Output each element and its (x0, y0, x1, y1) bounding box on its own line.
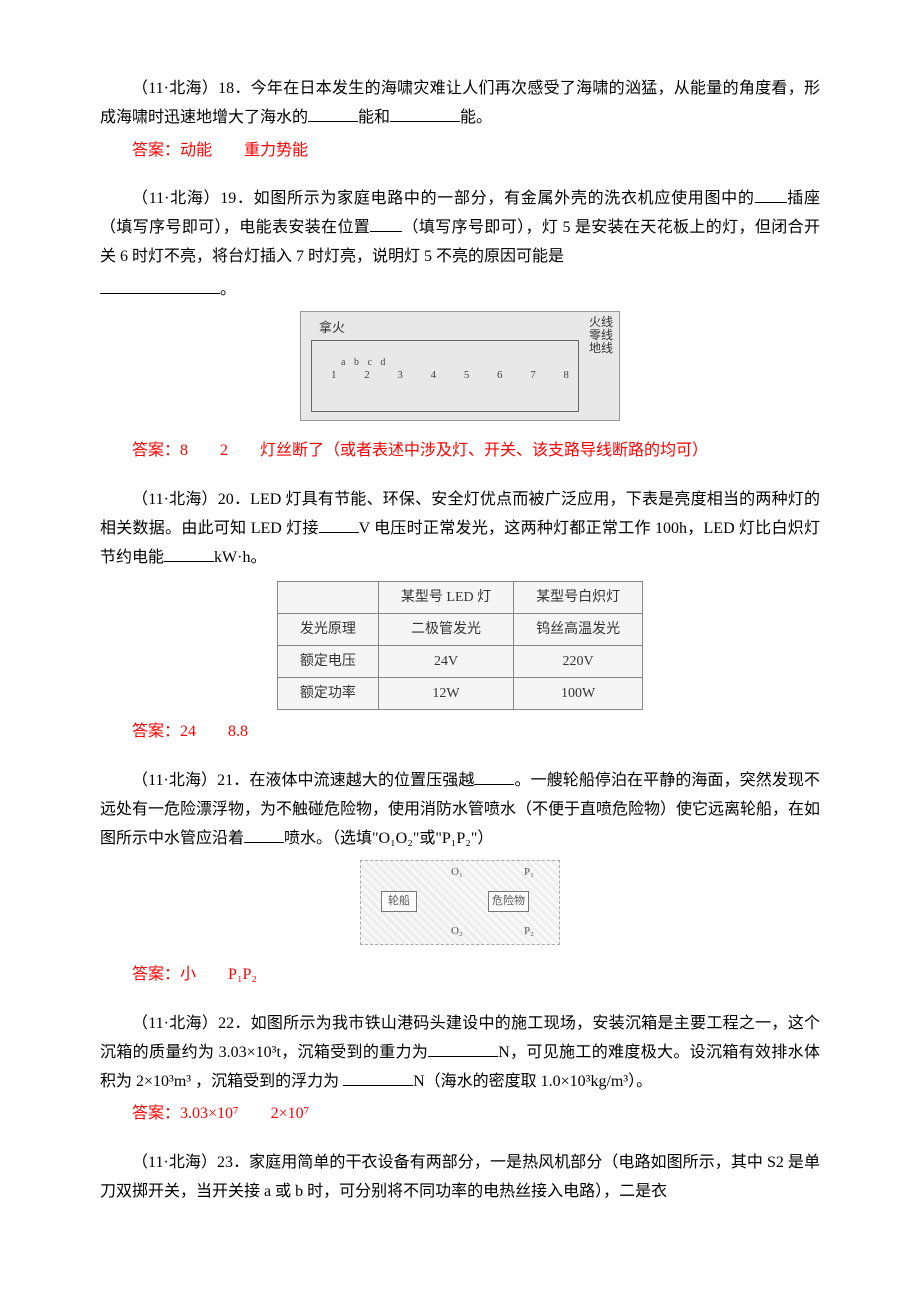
q18-prefix: （11·北海）18． (132, 80, 251, 97)
table-cell: 额定功率 (277, 678, 378, 710)
table-row: 发光原理 二极管发光 钨丝高温发光 (277, 613, 642, 645)
table-row: 额定功率 12W 100W (277, 678, 642, 710)
circuit-right-labels: 火线 零线 地线 (589, 316, 613, 356)
num: 4 (431, 366, 437, 386)
q20-text-c: kW·h。 (214, 549, 266, 566)
table-header (277, 581, 378, 613)
answer-label: 答案： (132, 966, 180, 983)
table-row: 某型号 LED 灯 某型号白炽灯 (277, 581, 642, 613)
table-row: 额定电压 24V 220V (277, 645, 642, 677)
q21-ans-2: P₁P₂ (228, 966, 257, 983)
q19-text-a: 如图所示为家庭电路中的一部分，有金属外壳的洗衣机应使用图中的 (254, 190, 755, 207)
wire-label: 地线 (589, 342, 613, 355)
q21-figure: O₁ P₁ 轮船 危险物 O₂ P₂ (100, 860, 820, 956)
q18-text-c: 能。 (460, 109, 492, 126)
table-cell: 220V (514, 645, 643, 677)
answer-label: 答案： (132, 142, 180, 159)
num: 7 (530, 366, 536, 386)
num: 6 (497, 366, 503, 386)
table-cell: 24V (378, 645, 513, 677)
answer-label: 答案： (132, 723, 180, 740)
table-cell: 100W (514, 678, 643, 710)
q19-ans-3: 灯丝断了（或者表述中涉及灯、开关、该支路导线断路的均可） (260, 442, 708, 459)
table-cell: 二极管发光 (378, 613, 513, 645)
blank (244, 825, 284, 843)
blank (308, 104, 358, 122)
q19-body: （11·北海）19．如图所示为家庭电路中的一部分，有金属外壳的洗衣机应使用图中的… (100, 185, 820, 271)
blank (370, 215, 402, 233)
q20-ans-2: 8.8 (228, 723, 248, 740)
q20-ans-1: 24 (180, 723, 196, 740)
q20-table: 某型号 LED 灯 某型号白炽灯 发光原理 二极管发光 钨丝高温发光 额定电压 … (277, 581, 643, 711)
label-danger: 危险物 (488, 891, 529, 913)
q23-body: （11·北海）23．家庭用简单的干衣设备有两部分，一是热风机部分（电路如图所示，… (100, 1149, 820, 1207)
table-header: 某型号白炽灯 (514, 581, 643, 613)
q18-ans-2: 重力势能 (244, 142, 308, 159)
q19-ans-1: 8 (180, 442, 188, 459)
blank (164, 544, 214, 562)
q21-ans-1: 小 (180, 966, 196, 983)
boat-diagram: O₁ P₁ 轮船 危险物 O₂ P₂ (360, 860, 560, 945)
q23-prefix: （11·北海）23． (132, 1154, 249, 1171)
num: 5 (464, 366, 470, 386)
num: 8 (563, 366, 569, 386)
wire-label: 零线 (589, 329, 613, 342)
label-p1: P₁ (524, 863, 534, 883)
q21-text-a: 在液体中流速越大的位置压强越 (249, 772, 474, 789)
blank (755, 186, 787, 204)
label-o1: O₁ (451, 863, 463, 883)
num: 3 (397, 366, 403, 386)
q21-body: （11·北海）21．在液体中流速越大的位置压强越。一艘轮船停泊在平静的海面，突然… (100, 767, 820, 853)
q22-answer: 答案：3.03×10⁷ 2×10⁷ (100, 1100, 820, 1129)
answer-label: 答案： (132, 1105, 180, 1122)
q19-text-d: 。 (220, 281, 236, 298)
q18-text-b: 能和 (358, 109, 390, 126)
blank (100, 276, 220, 294)
q22-prefix: （11·北海）22． (132, 1015, 251, 1032)
q21-answer: 答案：小 P₁P₂ (100, 961, 820, 990)
q18-body: （11·北海）18．今年在日本发生的海啸灾难让人们再次感受了海啸的汹猛，从能量的… (100, 75, 820, 133)
q20-body: （11·北海）20．LED 灯具有节能、环保、安全灯优点而被广泛应用，下表是亮度… (100, 486, 820, 572)
wire-label: 火线 (589, 316, 613, 329)
circuit-left-label: 拿火 (319, 316, 345, 339)
blank (390, 104, 460, 122)
q19-answer: 答案：8 2 灯丝断了（或者表述中涉及灯、开关、该支路导线断路的均可） (100, 437, 820, 466)
q18-ans-1: 动能 (180, 142, 212, 159)
answer-label: 答案： (132, 442, 180, 459)
label-p2: P₂ (524, 922, 534, 942)
blank (474, 768, 514, 786)
table-cell: 钨丝高温发光 (514, 613, 643, 645)
q22-text-c: N（海水的密度取 1.0×10³kg/m³）。 (413, 1073, 652, 1090)
table-cell: 额定电压 (277, 645, 378, 677)
blank (319, 515, 359, 533)
blank (428, 1039, 498, 1057)
q22-body: （11·北海）22．如图所示为我市铁山港码头建设中的施工现场，安装沉箱是主要工程… (100, 1010, 820, 1096)
num: 2 (364, 366, 370, 386)
q21-prefix: （11·北海）21． (132, 772, 249, 789)
label-o2: O₂ (451, 922, 463, 942)
blank (343, 1068, 413, 1086)
table-cell: 12W (378, 678, 513, 710)
circuit-diagram: 拿火 火线 零线 地线 a b c d 1 2 3 4 5 6 7 8 (300, 311, 620, 421)
circuit-nums: 1 2 3 4 5 6 7 8 (331, 366, 569, 386)
table-cell: 发光原理 (277, 613, 378, 645)
q22-ans-1: 3.03×10⁷ (180, 1105, 239, 1122)
q20-prefix: （11·北海）20． (132, 491, 250, 508)
q19-blank-line: 。 (100, 276, 820, 305)
table-header: 某型号 LED 灯 (378, 581, 513, 613)
q21-text-c: 喷水。（选填"O₁O₂"或"P₁P₂"） (284, 830, 493, 847)
num: 1 (331, 366, 337, 386)
label-ship: 轮船 (381, 891, 417, 913)
q18-answer: 答案：动能 重力势能 (100, 137, 820, 166)
q19-prefix: （11·北海）19． (132, 190, 254, 207)
q20-answer: 答案：24 8.8 (100, 718, 820, 747)
q22-ans-2: 2×10⁷ (271, 1105, 310, 1122)
q19-ans-2: 2 (220, 442, 228, 459)
q19-figure: 拿火 火线 零线 地线 a b c d 1 2 3 4 5 6 7 8 (100, 311, 820, 432)
